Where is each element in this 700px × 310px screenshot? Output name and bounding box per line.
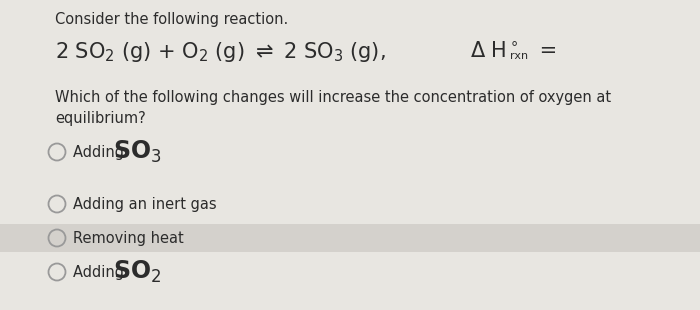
Text: SO$_2$: SO$_2$ bbox=[113, 259, 161, 285]
Text: 2 SO$_2$ (g) + O$_2$ (g) $\rightleftharpoons$ 2 SO$_3$ (g),: 2 SO$_2$ (g) + O$_2$ (g) $\rightleftharp… bbox=[55, 40, 386, 64]
Text: rxn: rxn bbox=[510, 51, 528, 61]
Text: Adding: Adding bbox=[73, 144, 129, 160]
Text: Adding: Adding bbox=[73, 264, 129, 280]
Bar bbox=[0, 224, 700, 252]
Text: Which of the following changes will increase the concentration of oxygen at
equi: Which of the following changes will incr… bbox=[55, 90, 611, 126]
Text: Adding an inert gas: Adding an inert gas bbox=[73, 197, 216, 211]
Text: Consider the following reaction.: Consider the following reaction. bbox=[55, 12, 288, 27]
Text: $\Delta$ H$^\circ$: $\Delta$ H$^\circ$ bbox=[470, 41, 519, 61]
Text: =: = bbox=[533, 41, 557, 61]
Text: SO$_3$: SO$_3$ bbox=[113, 139, 162, 165]
Text: Removing heat: Removing heat bbox=[73, 231, 183, 246]
